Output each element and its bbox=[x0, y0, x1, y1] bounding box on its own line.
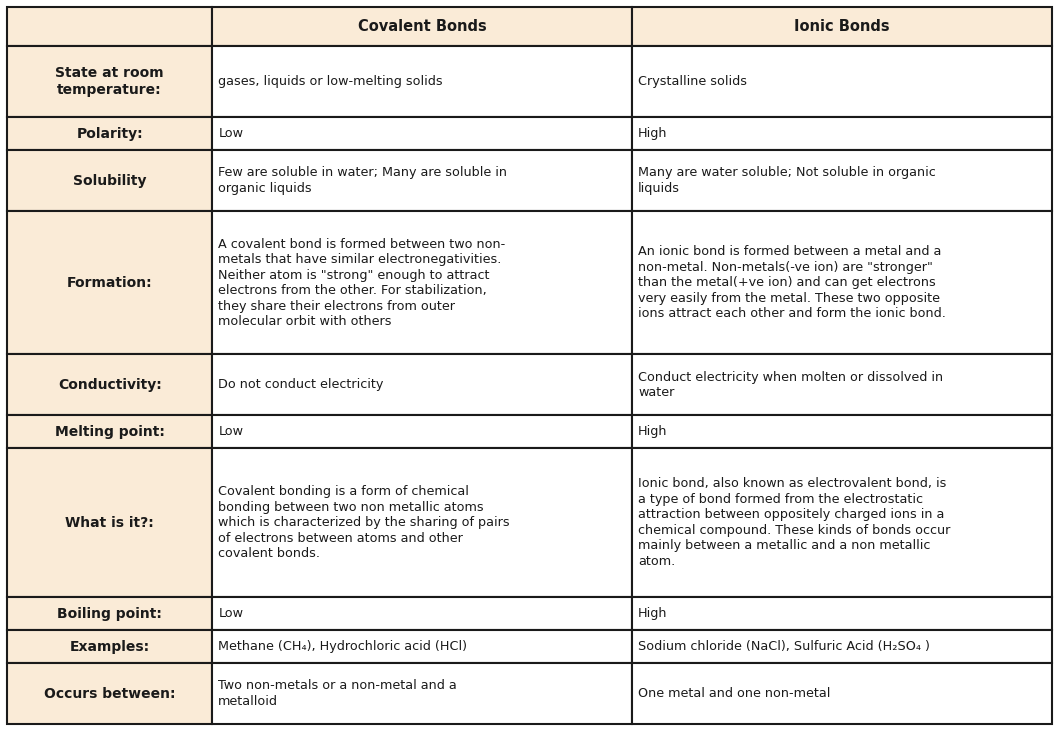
Bar bbox=[632, 117, 1052, 151]
Text: Covalent Bonds: Covalent Bonds bbox=[358, 19, 487, 34]
Bar bbox=[213, 117, 632, 151]
Bar bbox=[213, 355, 632, 415]
Bar bbox=[632, 415, 1052, 448]
Text: Formation:: Formation: bbox=[67, 276, 152, 289]
Bar bbox=[213, 211, 632, 355]
Text: Conductivity:: Conductivity: bbox=[58, 378, 162, 392]
Bar bbox=[213, 151, 632, 211]
Bar bbox=[7, 211, 213, 355]
Bar bbox=[632, 211, 1052, 355]
Bar bbox=[213, 415, 632, 448]
Bar bbox=[7, 117, 213, 151]
Bar bbox=[632, 45, 1052, 117]
Bar bbox=[632, 597, 1052, 630]
Bar bbox=[213, 448, 632, 597]
Text: High: High bbox=[639, 127, 668, 140]
Bar bbox=[213, 45, 632, 117]
Bar bbox=[632, 355, 1052, 415]
Text: High: High bbox=[639, 607, 668, 620]
Bar bbox=[632, 7, 1052, 45]
Text: Do not conduct electricity: Do not conduct electricity bbox=[218, 379, 383, 391]
Text: Melting point:: Melting point: bbox=[55, 425, 164, 439]
Bar bbox=[7, 7, 213, 45]
Text: High: High bbox=[639, 425, 668, 438]
Text: Two non-metals or a non-metal and a
metalloid: Two non-metals or a non-metal and a meta… bbox=[218, 679, 457, 708]
Bar bbox=[213, 630, 632, 663]
Text: Low: Low bbox=[218, 127, 244, 140]
Bar bbox=[7, 597, 213, 630]
Bar bbox=[632, 448, 1052, 597]
Bar bbox=[7, 415, 213, 448]
Text: Ionic Bonds: Ionic Bonds bbox=[794, 19, 890, 34]
Bar bbox=[213, 597, 632, 630]
Bar bbox=[7, 151, 213, 211]
Text: Crystalline solids: Crystalline solids bbox=[639, 75, 748, 88]
Bar bbox=[213, 663, 632, 724]
Bar bbox=[632, 151, 1052, 211]
Text: Methane (CH₄), Hydrochloric acid (HCl): Methane (CH₄), Hydrochloric acid (HCl) bbox=[218, 640, 467, 654]
Text: Ionic bond, also known as electrovalent bond, is
a type of bond formed from the : Ionic bond, also known as electrovalent … bbox=[639, 477, 951, 568]
Text: Examples:: Examples: bbox=[70, 640, 149, 654]
Text: Few are soluble in water; Many are soluble in
organic liquids: Few are soluble in water; Many are solub… bbox=[218, 167, 507, 195]
Text: What is it?:: What is it?: bbox=[66, 515, 154, 530]
Bar bbox=[7, 45, 213, 117]
Text: An ionic bond is formed between a metal and a
non-metal. Non-metals(-ve ion) are: An ionic bond is formed between a metal … bbox=[639, 246, 946, 320]
Text: State at room
temperature:: State at room temperature: bbox=[55, 66, 164, 96]
Text: Occurs between:: Occurs between: bbox=[43, 686, 176, 701]
Text: Low: Low bbox=[218, 425, 244, 438]
Text: Sodium chloride (NaCl), Sulfuric Acid (H₂SO₄ ): Sodium chloride (NaCl), Sulfuric Acid (H… bbox=[639, 640, 930, 654]
Bar bbox=[7, 663, 213, 724]
Text: A covalent bond is formed between two non-
metals that have similar electronegat: A covalent bond is formed between two no… bbox=[218, 238, 505, 328]
Bar bbox=[632, 630, 1052, 663]
Bar bbox=[7, 355, 213, 415]
Text: Conduct electricity when molten or dissolved in
water: Conduct electricity when molten or disso… bbox=[639, 371, 944, 399]
Text: Boiling point:: Boiling point: bbox=[57, 607, 162, 621]
Text: One metal and one non-metal: One metal and one non-metal bbox=[639, 687, 830, 700]
Text: Polarity:: Polarity: bbox=[76, 127, 143, 141]
Bar bbox=[632, 663, 1052, 724]
Text: gases, liquids or low-melting solids: gases, liquids or low-melting solids bbox=[218, 75, 443, 88]
Text: Covalent bonding is a form of chemical
bonding between two non metallic atoms
wh: Covalent bonding is a form of chemical b… bbox=[218, 485, 510, 560]
Bar bbox=[7, 448, 213, 597]
Bar bbox=[213, 7, 632, 45]
Text: Low: Low bbox=[218, 607, 244, 620]
Text: Many are water soluble; Not soluble in organic
liquids: Many are water soluble; Not soluble in o… bbox=[639, 167, 936, 195]
Text: Solubility: Solubility bbox=[73, 174, 146, 188]
Bar bbox=[7, 630, 213, 663]
